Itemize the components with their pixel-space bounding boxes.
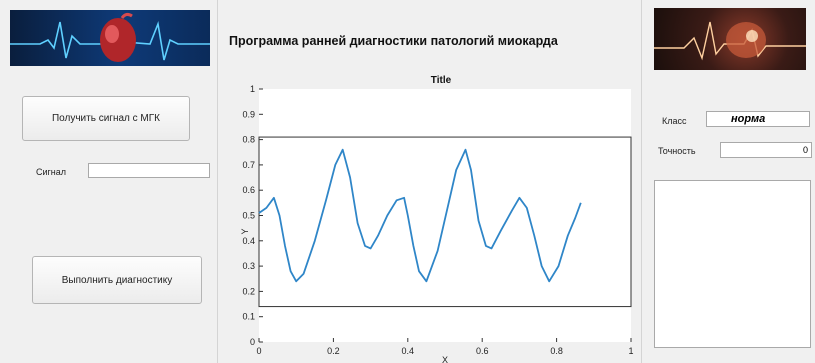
- signal-label: Сигнал: [36, 167, 67, 177]
- y-tick-label: 0.1: [242, 312, 255, 322]
- y-tick-labels: 0 0.1 0.2 0.3 0.4 0.5 0.6 0.7 0.8 0.9 1: [242, 84, 255, 347]
- y-tick-label: 0.4: [242, 236, 255, 246]
- x-tick-label: 0.4: [402, 346, 415, 356]
- class-label: Класс: [662, 116, 687, 126]
- accuracy-field[interactable]: 0: [720, 142, 812, 158]
- axis-ticks: [258, 88, 632, 343]
- signal-series-line: [258, 148, 582, 283]
- y-tick-label: 0.2: [242, 286, 255, 296]
- accuracy-label: Точность: [658, 146, 696, 156]
- x-tick-labels: 0 0.2 0.4 0.6 0.8 1: [256, 346, 633, 356]
- y-tick-label: 1: [250, 84, 255, 94]
- y-tick-label: 0.5: [242, 211, 255, 221]
- run-diagnosis-button[interactable]: Выполнить диагностику: [32, 256, 202, 304]
- center-panel: Программа ранней диагностики патологий м…: [219, 0, 640, 363]
- y-tick-label: 0.3: [242, 261, 255, 271]
- y-tick-label: 0.6: [242, 185, 255, 195]
- class-field[interactable]: норма: [706, 111, 810, 127]
- output-box[interactable]: [654, 180, 811, 348]
- x-tick-label: 0.6: [476, 346, 489, 356]
- y-tick-label: 0.7: [242, 160, 255, 170]
- y-tick-label: 0.9: [242, 109, 255, 119]
- inner-box: [258, 136, 632, 308]
- signal-plot: Title 0 0.2 0.4 0.6 0.8 1 0 0.1 0.2 0.3 0.4 0.5 0.6…: [240, 75, 634, 363]
- y-tick-label: 0: [250, 337, 255, 347]
- heart-pulse-banner-image: [654, 8, 806, 70]
- y-tick-label: 0.8: [242, 135, 255, 145]
- app-title: Программа ранней диагностики патологий м…: [229, 34, 558, 48]
- x-tick-label: 0: [256, 346, 261, 356]
- signal-field[interactable]: [88, 163, 210, 178]
- left-panel: Получить сигнал с МГК Сигнал Выполнить д…: [0, 0, 218, 363]
- heart-ecg-banner-image: [10, 10, 210, 66]
- right-panel: Класс норма Точность 0: [641, 0, 815, 363]
- get-signal-label: Получить сигнал с МГК: [51, 113, 160, 124]
- x-axis-label: X: [442, 355, 448, 363]
- get-signal-button[interactable]: Получить сигнал с МГК: [22, 96, 190, 141]
- run-diagnosis-label: Выполнить диагностику: [61, 274, 173, 286]
- plot-title: Title: [431, 75, 452, 86]
- x-tick-label: 0.8: [550, 346, 563, 356]
- x-tick-label: 0.2: [327, 346, 340, 356]
- y-axis-label: Y: [240, 228, 250, 234]
- x-tick-label: 1: [628, 346, 633, 356]
